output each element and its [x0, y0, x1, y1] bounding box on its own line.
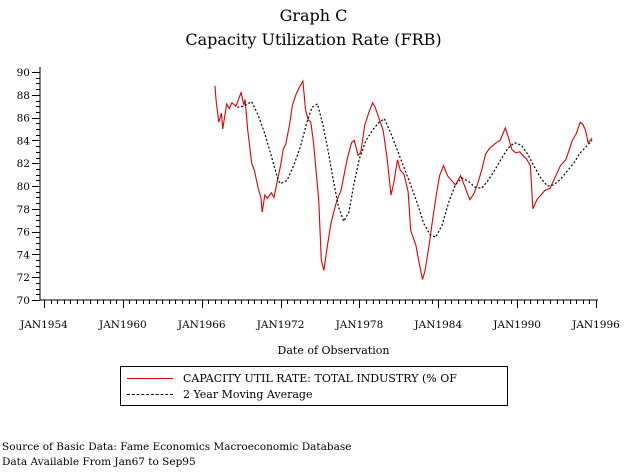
legend-label: CAPACITY UTIL RATE: TOTAL INDUSTRY (% OF [183, 371, 457, 385]
source-note: Source of Basic Data: Fame Economics Mac… [2, 441, 352, 453]
legend-label: 2 Year Moving Average [183, 387, 313, 401]
y-tick-label: 90 [17, 67, 30, 79]
y-tick-label: 78 [17, 204, 30, 216]
x-tick-label: JAN1984 [413, 319, 462, 331]
y-tick-label: 88 [17, 90, 30, 102]
availability-note: Data Available From Jan67 to Sep95 [2, 456, 196, 468]
chart-subtitle: Capacity Utilization Rate (FRB) [185, 30, 442, 49]
y-tick-label: 82 [17, 158, 30, 170]
y-tick-label: 70 [17, 295, 30, 307]
x-tick-label: JAN1990 [492, 319, 541, 331]
legend-swatch-dashed-black [127, 393, 173, 395]
y-tick-label: 80 [17, 181, 30, 193]
x-tick-label: JAN1960 [98, 319, 147, 331]
y-tick-label: 84 [17, 135, 31, 147]
legend-swatch-solid-red [127, 377, 173, 379]
y-tick-label: 72 [17, 272, 30, 284]
x-tick-label: JAN1978 [335, 319, 384, 331]
x-tick-label: JAN1972 [256, 319, 305, 331]
x-tick-label: JAN1954 [19, 319, 68, 331]
y-tick-label: 76 [17, 227, 31, 239]
legend-item-moving-average: 2 Year Moving Average [127, 387, 312, 401]
x-tick-label: JAN1966 [177, 319, 226, 331]
legend: CAPACITY UTIL RATE: TOTAL INDUSTRY (% OF… [120, 366, 508, 406]
chart-title: Graph C [279, 6, 348, 25]
y-tick-label: 86 [17, 113, 31, 125]
y-tick-label: 74 [17, 249, 31, 261]
series-line-moving-average [237, 100, 593, 239]
x-tick-label: JAN1996 [571, 319, 620, 331]
legend-item-capacity: CAPACITY UTIL RATE: TOTAL INDUSTRY (% OF [127, 371, 457, 385]
x-axis-label: Date of Observation [277, 344, 390, 357]
series-line-capacity-util [214, 79, 593, 280]
